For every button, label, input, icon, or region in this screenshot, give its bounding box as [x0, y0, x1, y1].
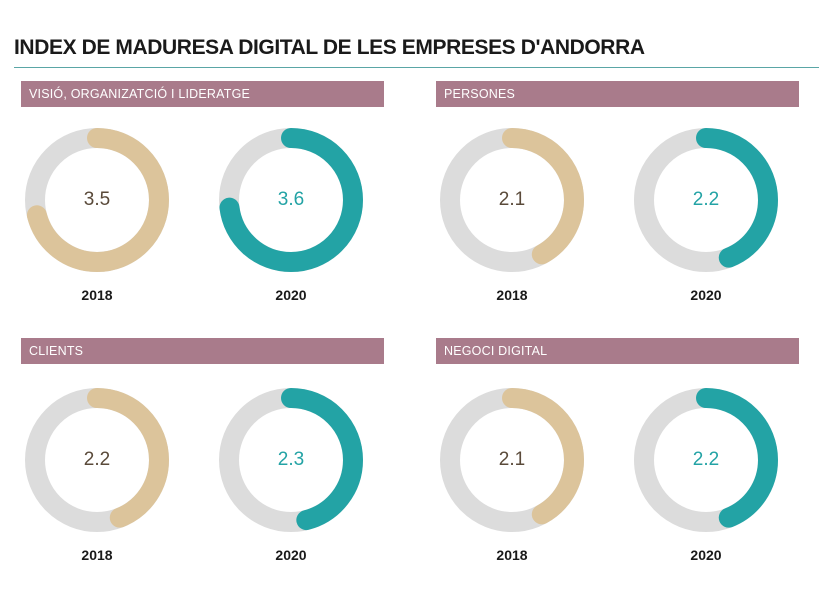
donut-value-label: 3.6: [277, 189, 305, 210]
panel-people: PERSONES 2.1 2018 2.2 2020: [436, 81, 799, 331]
donut-svg: [219, 128, 363, 272]
donut-2018: 2.1: [437, 125, 587, 275]
donut-value-label: 2.2: [692, 449, 720, 470]
donut-value-label: 2.3: [277, 449, 305, 470]
donut-2020: 2.2: [631, 125, 781, 275]
donut-value-label: 2.1: [498, 449, 526, 470]
donut-arc-2020: [219, 128, 363, 272]
donut-svg: [440, 388, 584, 532]
panel-banner: PERSONES: [436, 81, 799, 107]
donut-arc-2018: [440, 128, 584, 272]
donut-value-label: 2.2: [83, 449, 111, 470]
year-label-2020: 2020: [275, 287, 307, 303]
year-label-2018: 2018: [496, 287, 528, 303]
panel-banner: CLIENTS: [21, 338, 384, 364]
title-divider: [14, 67, 819, 68]
donut-value-label: 2.1: [498, 189, 526, 210]
panel-vision-organization-leadership: VISIÓ, ORGANIZATCIÓ I LIDERATGE 3.5 2018…: [21, 81, 384, 331]
panel-clients: CLIENTS 2.2 2018 2.3 2020: [21, 338, 384, 588]
panel-digital-business: NEGOCI DIGITAL 2.1 2018 2.2 2020: [436, 338, 799, 588]
donut-svg: [25, 388, 169, 532]
year-label-2020: 2020: [275, 547, 307, 563]
year-label-2020: 2020: [690, 287, 722, 303]
donut-svg: [634, 388, 778, 532]
year-label-2020: 2020: [690, 547, 722, 563]
donut-value-label: 3.5: [83, 189, 111, 210]
page-title: INDEX DE MADURESA DIGITAL DE LES EMPRESE…: [14, 36, 645, 59]
donut-svg: [440, 128, 584, 272]
donut-value-label: 2.2: [692, 189, 720, 210]
donut-2020: 2.2: [631, 385, 781, 535]
donut-2018: 2.1: [437, 385, 587, 535]
year-label-2018: 2018: [81, 547, 113, 563]
donut-arc-2020: [634, 388, 778, 532]
donut-arc-2018: [25, 128, 169, 272]
donut-2020: 3.6: [216, 125, 366, 275]
panel-banner: NEGOCI DIGITAL: [436, 338, 799, 364]
donut-2018: 3.5: [22, 125, 172, 275]
donut-svg: [219, 388, 363, 532]
year-label-2018: 2018: [81, 287, 113, 303]
donut-svg: [25, 128, 169, 272]
donut-2018: 2.2: [22, 385, 172, 535]
year-label-2018: 2018: [496, 547, 528, 563]
panel-banner: VISIÓ, ORGANIZATCIÓ I LIDERATGE: [21, 81, 384, 107]
donut-arc-2018: [25, 388, 169, 532]
donut-2020: 2.3: [216, 385, 366, 535]
donut-arc-2018: [440, 388, 584, 532]
donut-arc-2020: [219, 388, 363, 532]
donut-arc-2020: [634, 128, 778, 272]
donut-svg: [634, 128, 778, 272]
